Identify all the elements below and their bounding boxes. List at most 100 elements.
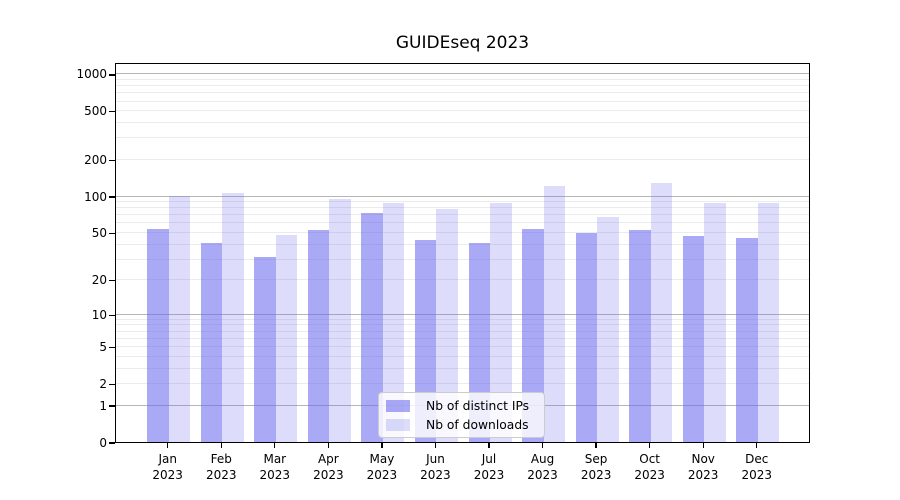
y-axis-tick-label-2: 2 [99,376,107,391]
bar-downloads-aug [543,186,566,442]
y-axis-tick-label-20: 20 [91,273,107,288]
y-axis-tick-1000 [109,74,115,76]
y-axis-tick-200 [109,159,115,162]
x-axis-tick-apr [327,443,330,448]
y-axis-tick-label-5: 5 [99,340,107,355]
legend-label-downloads: Nb of downloads [426,417,529,432]
x-axis-tick-mar [274,443,276,448]
bar-downloads-may [382,202,405,442]
gridline-7 [116,330,809,332]
gridline-500 [116,110,809,112]
gridline-600 [116,100,809,102]
year-label: 2023 [473,468,505,482]
gridline-6 [116,337,809,339]
y-axis-tick-label-200: 200 [84,152,107,167]
year-label: 2023 [687,468,719,482]
gridline-2 [116,382,809,384]
x-axis-tick-label-jun: Jun 2023 [405,451,465,483]
gridline-20 [116,279,809,281]
x-axis-tick-feb [220,443,222,448]
x-axis-tick-label-jul: Jul 2023 [459,451,519,483]
bar-downloads-mar [275,234,298,442]
year-label: 2023 [527,468,558,482]
month-label: Jun [426,452,445,466]
month-label: Mar [263,452,287,466]
year-label: 2023 [634,468,665,482]
month-label: Aug [530,452,555,466]
legend-item-downloads: Nb of downloads [386,418,536,432]
gridline-30 [116,258,809,260]
legend-label-distinct-ips: Nb of distinct IPs [426,398,530,413]
bar-distinct-ips-jan [147,229,169,442]
gridline-400 [116,122,809,124]
bar-distinct-ips-apr [307,230,330,442]
y-axis-tick-2 [109,383,115,386]
gridline-5 [116,346,809,348]
y-axis-tick-50 [109,232,115,235]
y-axis-tick-label-10: 10 [91,307,107,322]
bar-distinct-ips-jun [414,240,437,442]
y-axis-tick-1 [109,405,115,407]
month-label: Dec [745,452,769,466]
gridline-70 [116,214,809,216]
year-label: 2023 [152,468,183,482]
bar-distinct-ips-may [361,213,383,442]
gridline-90 [116,201,809,203]
bar-downloads-sep [597,217,619,442]
y-axis-tick-label-500: 500 [84,104,107,119]
x-axis-tick-label-dec: Dec 2023 [727,451,787,483]
x-axis-tick-label-nov: Nov 2023 [673,451,733,483]
x-axis-tick-label-mar: Mar 2023 [245,451,305,483]
month-label: Jul [481,452,497,466]
bar-downloads-jul [490,202,512,442]
x-axis-tick-nov [702,443,704,448]
bar-downloads-dec [757,203,780,442]
legend-item-distinct-ips: Nb of distinct IPs [386,399,536,413]
bar-downloads-feb [222,193,244,442]
gridline-800 [116,85,809,87]
gridline-700 [116,92,809,94]
bar-distinct-ips-nov [682,235,705,442]
bar-downloads-oct [650,183,673,442]
y-axis-tick-label-0: 0 [99,435,107,450]
gridline-9 [116,318,809,320]
gridline-3 [116,367,809,369]
year-label: 2023 [580,468,612,482]
bar-distinct-ips-feb [200,242,223,442]
gridline-10 [116,313,809,315]
x-axis-tick-sep [595,443,597,448]
bar-downloads-jan [168,196,191,442]
year-label: 2023 [259,468,291,482]
bar-distinct-ips-mar [254,257,276,442]
gridline-50 [116,232,809,233]
x-axis-tick-label-apr: Apr 2023 [298,451,358,483]
year-label: 2023 [420,468,451,482]
x-axis-tick-label-feb: Feb 2023 [191,451,251,483]
x-axis-tick-label-jan: Jan 2023 [138,451,198,483]
month-label: Nov [691,452,715,466]
legend-swatch-downloads [386,418,410,431]
month-label: Oct [639,452,661,466]
y-axis-tick-0 [109,442,115,444]
y-axis-tick-label-100: 100 [84,189,107,204]
gridline-900 [116,79,809,80]
gridline-4 [116,355,809,357]
gridline-40 [116,243,809,245]
bar-distinct-ips-dec [736,238,758,442]
x-axis-tick-label-aug: Aug 2023 [513,451,573,483]
chart-title: GUIDEseq 2023 [395,33,530,53]
bar-distinct-ips-sep [575,232,598,442]
y-axis-tick-10 [109,314,115,316]
bar-downloads-jun [436,209,458,442]
y-axis-tick-5 [109,346,115,349]
x-axis-tick-label-sep: Sep 2023 [566,451,626,483]
y-axis-tick-label-1: 1 [99,398,107,413]
y-axis-tick-100 [109,196,115,198]
month-label: Apr [317,452,339,466]
x-axis-tick-aug [541,443,544,448]
y-axis-tick-label-50: 50 [91,225,107,240]
x-axis-tick-label-may: May 2023 [352,451,412,483]
x-axis-tick-jun [434,443,437,448]
x-axis-tick-oct [648,443,651,448]
